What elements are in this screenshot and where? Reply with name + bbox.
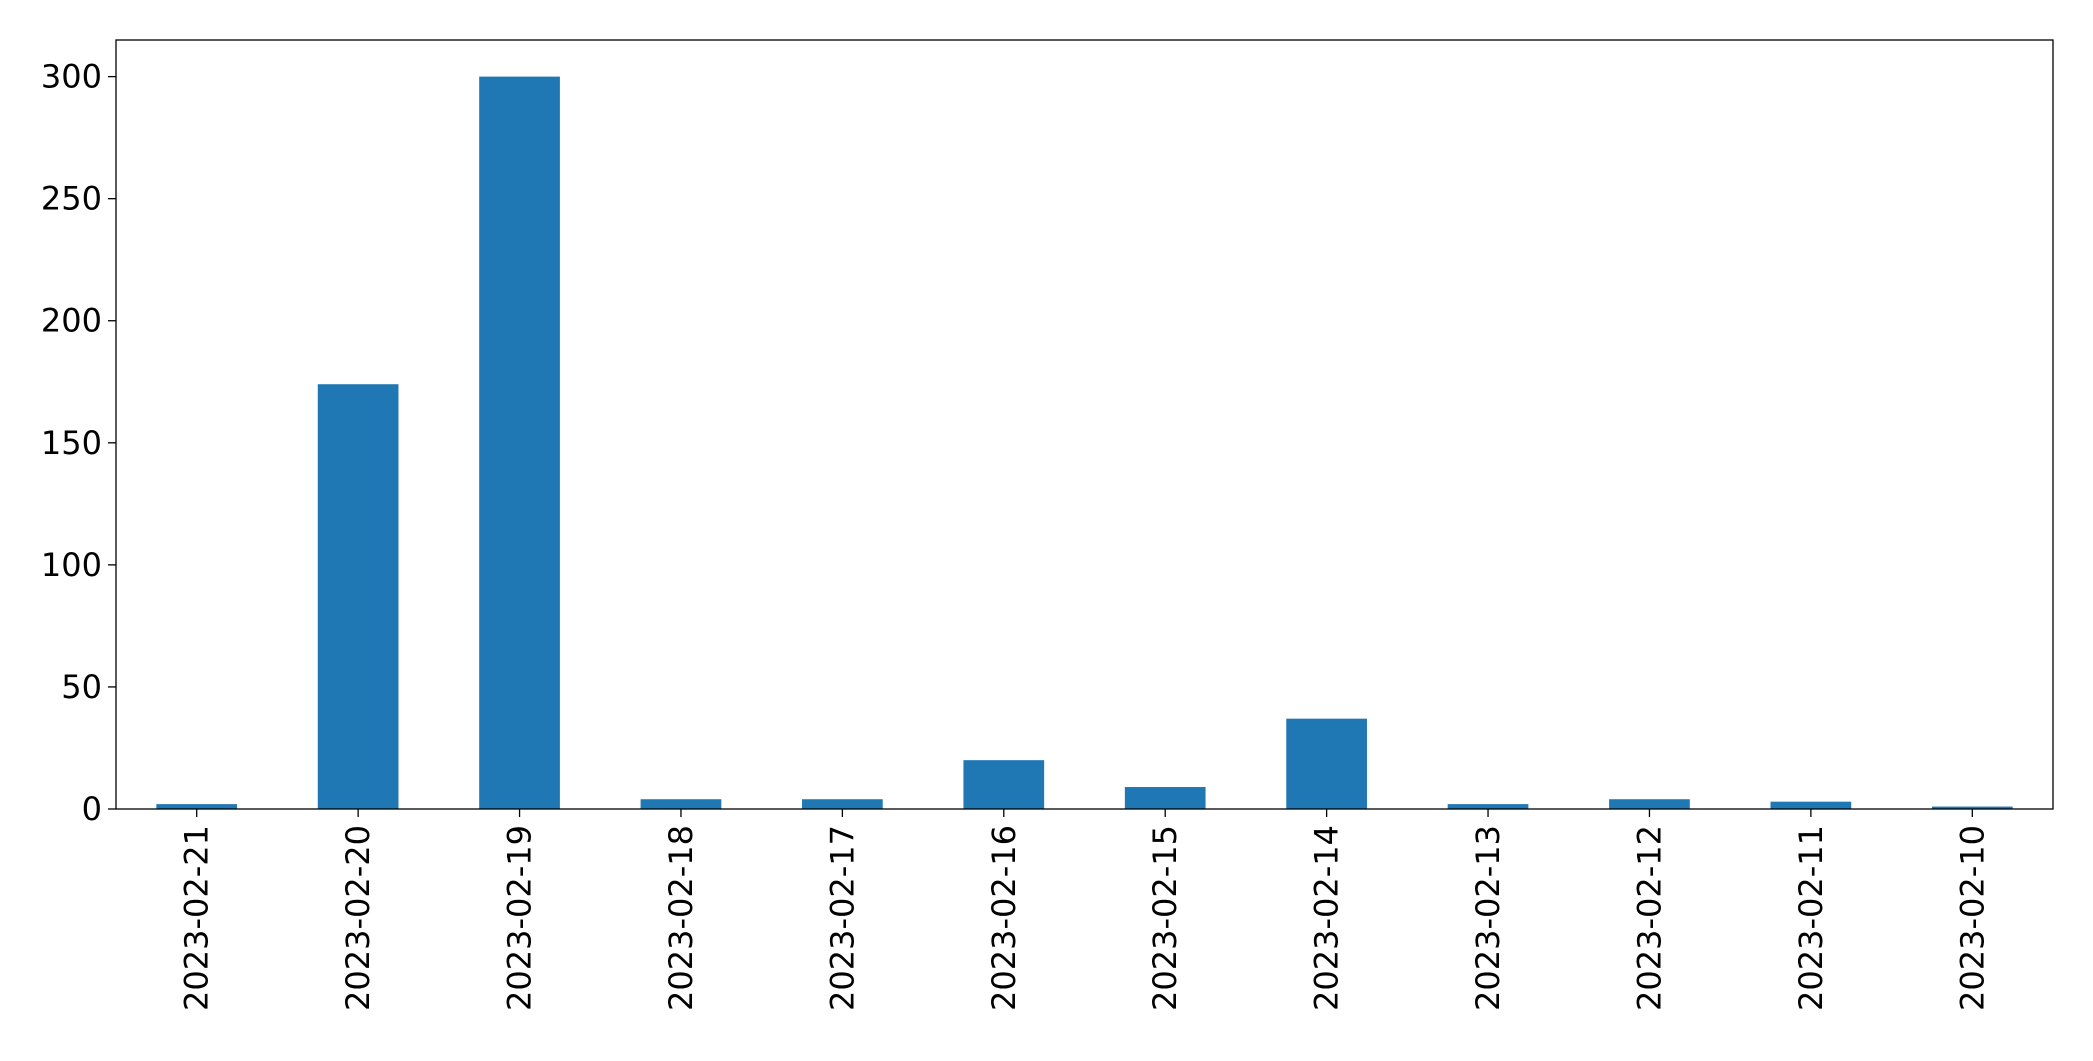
x-tick-label: 2023-02-16 <box>985 825 1023 1011</box>
x-tick-label: 2023-02-17 <box>823 825 861 1011</box>
x-tick-label: 2023-02-18 <box>662 825 700 1011</box>
y-tick-label: 100 <box>41 546 102 584</box>
x-tick-label: 2023-02-20 <box>339 825 377 1011</box>
bar <box>1931 806 2013 809</box>
x-tick-label: 2023-02-10 <box>1953 825 1991 1011</box>
bar <box>1609 799 1690 809</box>
bar <box>1770 801 1852 809</box>
x-tick-label: 2023-02-15 <box>1146 825 1184 1011</box>
bar <box>640 799 722 809</box>
x-tick-label: 2023-02-12 <box>1630 825 1668 1011</box>
bar <box>1286 718 1367 809</box>
bar <box>1447 804 1529 809</box>
bar <box>802 799 883 809</box>
plot-frame <box>115 39 2054 810</box>
bar <box>156 804 238 809</box>
bar <box>317 384 399 809</box>
y-tick-label: 200 <box>41 302 102 340</box>
bar <box>963 760 1045 809</box>
y-tick-label: 300 <box>41 58 102 96</box>
y-tick-label: 0 <box>82 790 102 828</box>
y-tick-label: 150 <box>41 424 102 462</box>
y-tick-label: 50 <box>61 668 102 706</box>
bar <box>479 76 560 810</box>
x-tick-label: 2023-02-21 <box>178 825 216 1011</box>
x-tick-label: 2023-02-11 <box>1792 825 1830 1011</box>
x-tick-label: 2023-02-19 <box>501 825 539 1011</box>
x-tick-label: 2023-02-14 <box>1308 825 1346 1011</box>
x-tick-label: 2023-02-13 <box>1469 825 1507 1011</box>
bar <box>1124 787 1206 809</box>
y-tick-label: 250 <box>41 180 102 218</box>
